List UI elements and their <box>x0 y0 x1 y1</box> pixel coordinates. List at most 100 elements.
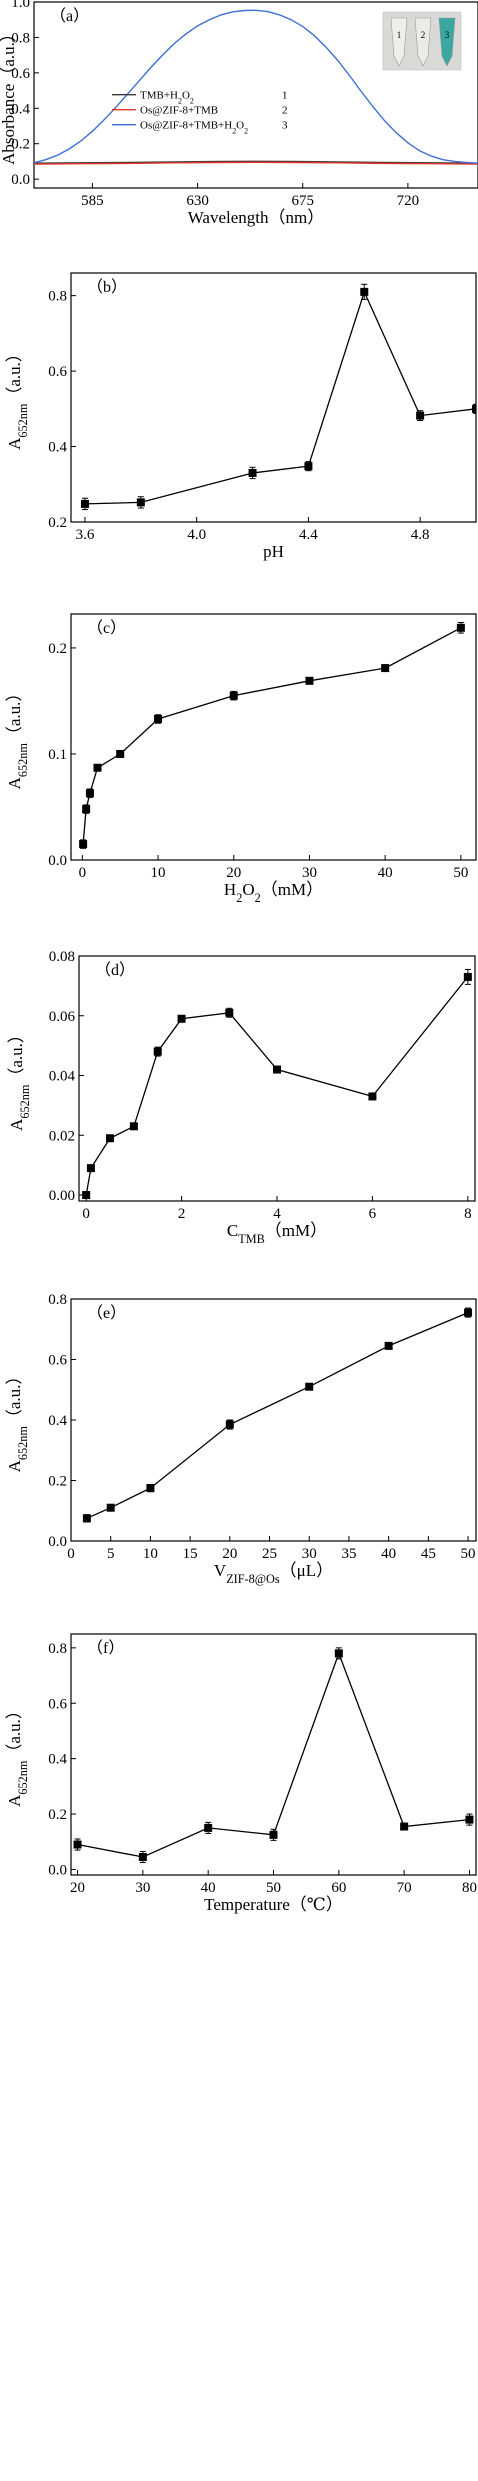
x-tick-label: 2 <box>178 1206 186 1222</box>
data-point <box>138 1852 147 1861</box>
vial-1 <box>390 17 408 67</box>
x-tick-label: 0 <box>79 865 87 881</box>
series-line <box>82 627 462 845</box>
plot-frame <box>78 955 476 1202</box>
x-axis-label: CTMB（mM） <box>227 1221 327 1246</box>
data-point <box>116 749 125 758</box>
series-line-1 <box>34 160 478 164</box>
data-point <box>85 789 94 798</box>
x-tick-label: 4.4 <box>299 527 318 543</box>
data-point <box>305 676 314 685</box>
x-tick-label: 20 <box>226 865 241 881</box>
x-tick-label: 4.0 <box>187 527 206 543</box>
x-tick-label: 20 <box>70 1880 85 1896</box>
legend-entry: Os@ZIF-8+TMB <box>140 105 218 117</box>
x-tick-label: 25 <box>262 1546 277 1562</box>
x-axis-label: H2O2（mM） <box>224 880 323 905</box>
data-point <box>463 972 472 981</box>
x-tick-label: 4.8 <box>411 527 430 543</box>
panel-label: （a） <box>50 7 89 25</box>
data-point <box>465 1815 474 1824</box>
x-tick-label: 40 <box>201 1880 216 1896</box>
data-point <box>225 1420 234 1429</box>
y-axis-label: A652nm（a.u.） <box>5 1368 30 1473</box>
vial-number: 1 <box>397 30 402 40</box>
y-tick-label: 0.02 <box>49 1128 75 1144</box>
y-tick-label: 0.8 <box>48 1641 67 1657</box>
chart-panel-e: 0 5 10 15 20 25 30 35 40 45 50 0.0 0.2 0.4 0.6 0.8 VZIF-… <box>5 1292 477 1586</box>
y-tick-label: 0.6 <box>11 66 30 82</box>
data-layer <box>82 1307 473 1523</box>
data-point <box>136 498 145 507</box>
x-axis-label: VZIF-8@Os（μL） <box>214 1561 333 1586</box>
x-tick-label: 5 <box>107 1546 115 1562</box>
data-point <box>229 691 238 700</box>
data-point <box>456 623 465 632</box>
data-point <box>82 1514 91 1523</box>
x-tick-label: 630 <box>186 193 209 209</box>
data-point <box>82 1191 91 1200</box>
data-layer <box>73 1647 474 1864</box>
y-tick-label: 0.8 <box>48 1292 67 1308</box>
data-point <box>304 462 313 471</box>
vial-3 <box>438 17 456 67</box>
data-point <box>273 1065 281 1074</box>
chart-panel-b: 3.6 4.0 4.4 4.8 0.2 0.4 0.6 0.8 pH A652nm（a.u.） （b… <box>5 272 477 561</box>
x-tick-label: 675 <box>291 193 314 209</box>
data-point <box>368 1092 377 1101</box>
panel-label: （c） <box>87 619 126 637</box>
data-layer <box>79 621 465 849</box>
x-tick-label: 6 <box>369 1206 377 1222</box>
y-axis-label: A652nm（a.u.） <box>5 1702 30 1807</box>
series-line <box>84 290 476 505</box>
y-axis-label: A652nm（a.u.） <box>7 1026 32 1131</box>
y-tick-label: 0.4 <box>48 440 67 456</box>
y-tick-label: 0.1 <box>48 747 67 763</box>
data-point <box>93 763 102 772</box>
y-tick-label: 0.2 <box>48 1807 67 1823</box>
legend-number: 2 <box>282 105 288 117</box>
y-tick-label: 0.6 <box>48 1696 67 1712</box>
x-tick-label: 0 <box>67 1546 75 1562</box>
x-axis-label: pH <box>263 542 284 561</box>
x-tick-label: 80 <box>462 1880 477 1896</box>
data-point <box>472 404 476 413</box>
panel-label: （e） <box>87 1304 126 1322</box>
legend-entry: Os@ZIF-8+TMB+H2O2 <box>140 120 248 136</box>
x-tick-label: 30 <box>135 1880 150 1896</box>
y-tick-label: 0.2 <box>11 137 30 153</box>
x-tick-label: 30 <box>302 865 317 881</box>
data-point <box>269 1830 278 1839</box>
x-tick-label: 45 <box>421 1546 436 1562</box>
inset-vials-photo: 1 2 3 <box>382 11 462 71</box>
x-tick-label: 8 <box>464 1206 472 1222</box>
x-axis-label: Wavelength（nm） <box>188 208 325 227</box>
x-tick-label: 70 <box>397 1880 412 1896</box>
data-layer <box>34 9 478 165</box>
y-axis-label: A652nm（a.u.） <box>5 345 30 450</box>
y-tick-label: 0.0 <box>48 1534 67 1550</box>
vial-number: 2 <box>421 30 426 40</box>
series-line <box>85 976 469 1196</box>
panel-label: （b） <box>87 278 127 296</box>
x-tick-label: 15 <box>183 1546 198 1562</box>
y-tick-label: 0.6 <box>48 364 67 380</box>
plot-frame <box>33 1 478 189</box>
x-tick-label: 4 <box>273 1206 281 1222</box>
data-layer <box>80 283 476 511</box>
legend-entry: TMB+H2O2 <box>140 90 194 106</box>
x-tick-label: 20 <box>222 1546 237 1562</box>
x-tick-label: 0 <box>82 1206 90 1222</box>
data-point <box>464 1308 473 1317</box>
y-tick-label: 0.0 <box>48 853 67 869</box>
chart-panel-f: 20 30 40 50 60 70 80 0.0 0.2 0.4 0.6 0.8 Temperature… <box>5 1633 477 1914</box>
data-point <box>106 1134 115 1143</box>
plot-frame <box>70 272 477 523</box>
y-tick-label: 0.6 <box>48 1353 67 1369</box>
x-tick-label: 585 <box>81 193 104 209</box>
x-tick-label: 40 <box>378 865 393 881</box>
data-point <box>86 1164 95 1173</box>
y-tick-label: 0.0 <box>48 1862 67 1878</box>
y-tick-label: 0.4 <box>48 1413 67 1429</box>
